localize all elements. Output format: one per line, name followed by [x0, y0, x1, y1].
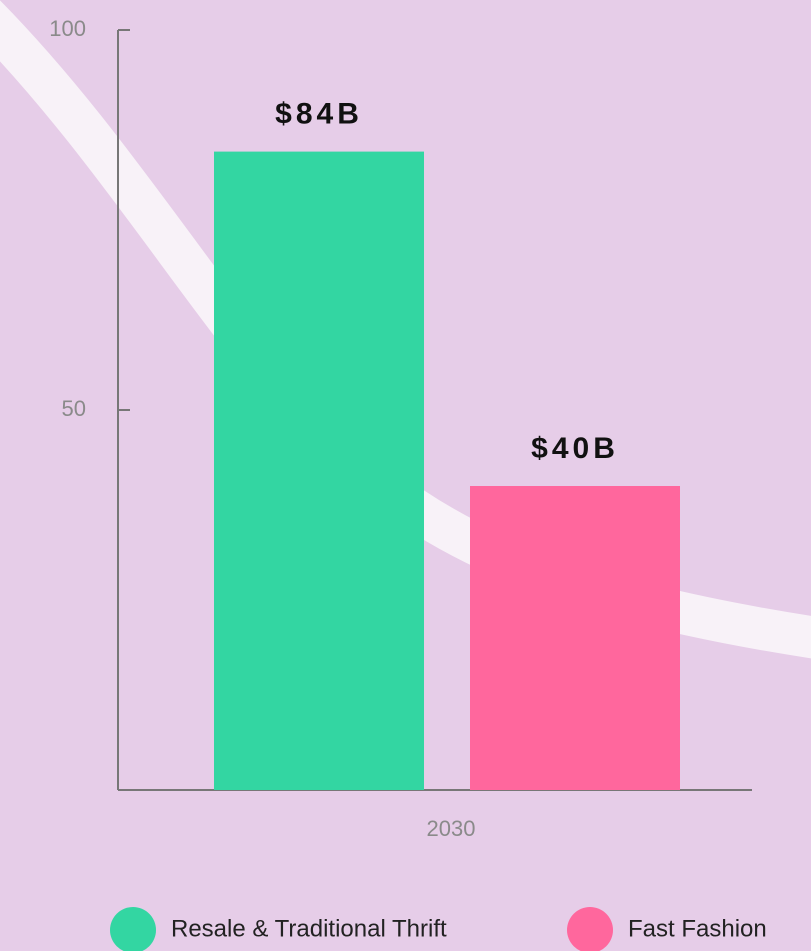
legend-swatch	[567, 907, 613, 951]
legend-swatch	[110, 907, 156, 951]
value-label: $40B	[531, 432, 619, 465]
legend-label: Fast Fashion	[628, 915, 767, 942]
legend-label: Resale & Traditional Thrift	[171, 915, 447, 942]
y-tick-label: 50	[62, 396, 86, 421]
x-tick-label: 2030	[427, 816, 476, 841]
value-label: $84B	[275, 98, 363, 131]
bar	[470, 486, 680, 790]
bar	[214, 151, 424, 791]
y-tick-label: 100	[49, 16, 86, 41]
